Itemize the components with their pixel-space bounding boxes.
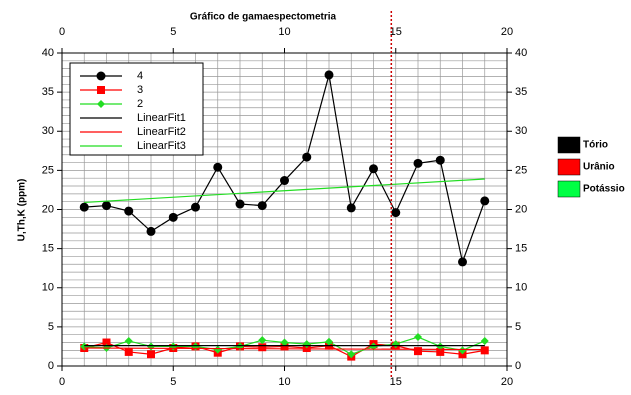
x-tick-label-top: 5 — [170, 26, 176, 38]
x-tick-label-top: 10 — [278, 26, 290, 38]
data-point — [435, 155, 445, 165]
legend-label: LinearFit2 — [137, 126, 186, 138]
data-point — [124, 336, 133, 345]
data-point — [258, 336, 267, 345]
data-point — [414, 333, 422, 342]
x-tick-label-top: 0 — [59, 26, 65, 38]
data-point — [346, 203, 356, 213]
legend-label: 4 — [137, 70, 143, 82]
data-point — [124, 347, 133, 356]
y-axis-label: U,Th,K (ppm) — [17, 179, 28, 242]
data-point — [413, 158, 423, 168]
x-tick-label: 0 — [59, 376, 65, 388]
data-point — [146, 226, 156, 236]
data-point — [325, 337, 333, 346]
x-tick-label: 15 — [390, 376, 402, 388]
y-tick-label-right: 5 — [515, 321, 521, 333]
y-tick-label: 40 — [42, 47, 54, 59]
y-tick-label: 10 — [42, 282, 54, 294]
data-point — [458, 257, 467, 267]
data-point — [436, 342, 445, 351]
data-point — [369, 164, 378, 174]
side-legend-swatch — [557, 158, 581, 176]
data-point — [436, 347, 445, 356]
data-point — [391, 208, 401, 218]
side-legend-label: Potássio — [583, 184, 625, 195]
y-tick-label: 30 — [42, 125, 54, 137]
data-point — [102, 201, 111, 211]
legend-box — [69, 62, 204, 156]
x-tick-label: 5 — [170, 376, 176, 388]
series-line — [84, 347, 485, 351]
y-tick-label-right: 30 — [515, 125, 527, 137]
x-tick-label: 20 — [501, 376, 513, 388]
legend-label: LinearFit1 — [137, 112, 186, 124]
legend-label: LinearFit3 — [137, 140, 186, 152]
x-tick-label-top: 20 — [501, 26, 513, 38]
data-point — [79, 202, 89, 212]
y-tick-label: 15 — [42, 243, 54, 255]
legend-marker — [97, 100, 105, 108]
data-point — [369, 342, 378, 351]
data-point — [124, 206, 134, 216]
data-point — [168, 212, 178, 222]
data-point — [235, 199, 245, 209]
data-point — [213, 345, 222, 354]
y-tick-label-right: 25 — [515, 164, 527, 176]
y-tick-label-right: 40 — [515, 47, 527, 59]
data-point — [347, 350, 356, 359]
y-tick-label-right: 0 — [515, 360, 521, 372]
y-tick-label-right: 10 — [515, 282, 527, 294]
y-tick-label-right: 15 — [515, 243, 527, 255]
y-tick-label-right: 35 — [515, 86, 527, 98]
data-point — [480, 346, 489, 355]
legend-marker — [97, 86, 105, 94]
y-tick-label: 35 — [42, 86, 54, 98]
legend-label: 2 — [137, 98, 143, 110]
y-tick-label: 20 — [42, 203, 54, 215]
y-tick-label: 5 — [48, 321, 54, 333]
y-tick-label: 0 — [48, 360, 54, 372]
chart-title: Gráfico de gamaespectometria — [190, 12, 337, 23]
x-tick-label: 10 — [278, 376, 290, 388]
data-point — [257, 201, 267, 211]
data-point — [280, 338, 289, 347]
data-point — [102, 338, 111, 347]
data-point — [480, 196, 490, 206]
legend-label: 3 — [137, 84, 143, 96]
data-point — [280, 176, 289, 186]
side-legend-label: Tório — [583, 140, 608, 151]
legend-marker — [96, 71, 106, 81]
y-tick-label: 25 — [42, 164, 54, 176]
side-legend-label: Urânio — [583, 162, 615, 173]
x-tick-label-top: 15 — [390, 26, 402, 38]
side-legend-swatch — [557, 136, 581, 154]
side-legend-swatch — [557, 180, 581, 198]
data-point — [258, 343, 267, 352]
data-point — [147, 350, 155, 359]
y-tick-label-right: 20 — [515, 203, 527, 215]
data-point — [480, 336, 489, 345]
data-point — [324, 70, 334, 80]
data-point — [302, 152, 312, 162]
data-point — [458, 346, 467, 355]
data-point — [147, 342, 155, 351]
data-point — [414, 347, 422, 356]
series-line — [84, 178, 485, 204]
data-point — [191, 202, 200, 212]
data-point — [213, 162, 223, 172]
